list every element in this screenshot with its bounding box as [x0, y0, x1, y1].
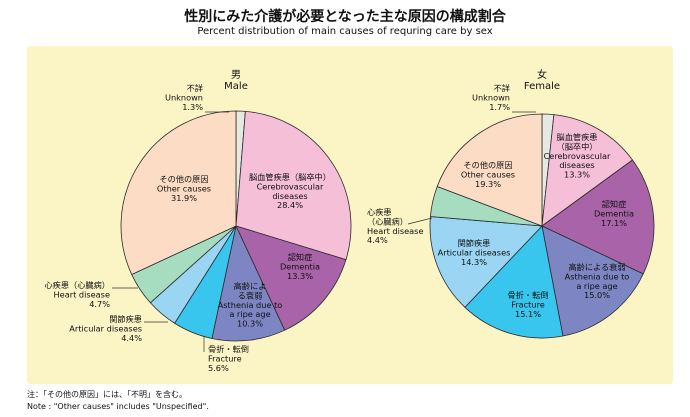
label-line-en: Heart disease	[54, 289, 111, 299]
label-line-jp: 関節疾患	[109, 314, 142, 324]
slice-female-dementia	[541, 159, 655, 275]
label-line-en2: a ripe age	[229, 309, 270, 319]
label-line-v: 4.7%	[89, 299, 110, 309]
label-line-en: Articular diseases	[69, 323, 142, 333]
label-line-jp: その他の原因	[463, 160, 512, 170]
label-line-jp2: る衰弱	[238, 290, 263, 300]
label-line-en: Other causes	[461, 169, 515, 179]
slice-female-articular	[429, 216, 543, 308]
label-line-jp: その他の原因	[159, 174, 208, 184]
label-line-jp1: 高齢によ	[234, 281, 267, 291]
label-line-jp2: （心臓病）	[367, 216, 408, 226]
label-line-en: Unknown	[165, 92, 203, 102]
label-line-jp: 不詳	[494, 83, 510, 93]
label-line-en: Dementia	[280, 261, 320, 271]
note-en: Note : "Other causes" includes "Unspecif…	[27, 402, 209, 411]
label-line-en: Articular diseases	[438, 247, 511, 257]
label-line-jp1: 心疾患	[367, 207, 392, 217]
label-line-en: Unknown	[472, 92, 510, 102]
label-line-v: 31.9%	[171, 193, 197, 203]
label-line-v: 15.1%	[515, 309, 541, 319]
label-line-en2: diseases	[559, 160, 594, 170]
slice-male-cerebrovascular	[235, 110, 352, 261]
label-line-jpb: （脳卒中）	[557, 141, 598, 151]
label-line-v: 5.6%	[208, 363, 229, 373]
chart-title-jp: 性別にみた介護が必要となった主な原因の構成割合	[184, 9, 506, 25]
slice-female-asthenia	[541, 225, 644, 337]
label-line-en1: Asthenia due to	[218, 300, 283, 310]
pie-title-jp-male: 男	[231, 69, 241, 81]
label-line-jp: 骨折・転倒	[208, 344, 249, 354]
label-line-v: 10.3%	[237, 319, 263, 329]
note-jp: 注：「その他の原因」には、「不明」を含む。	[27, 390, 187, 399]
label-line-v: 13.3%	[287, 271, 313, 281]
label-line-v: 28.4%	[277, 200, 303, 210]
label-line-jp: 認知症	[602, 199, 627, 209]
label-line-v: 1.3%	[182, 102, 203, 112]
leader-line-female-heart	[407, 217, 433, 225]
slice-female-fracture	[464, 225, 564, 339]
label-line-en1: Asthenia due to	[565, 271, 630, 281]
pie-male: 男Male不詳Unknown1.3%脳血管疾患（脳卒中）Cerebrovascu…	[44, 69, 352, 373]
label-line-en2: a ripe age	[576, 281, 617, 291]
label-line-en1: Cerebrovascular	[544, 151, 611, 161]
label-line-en: Other causes	[157, 183, 211, 193]
label-line-jp: 心疾患（心臓病）	[44, 280, 110, 290]
label-line-v: 14.3%	[461, 257, 487, 267]
label-line-en: Dementia	[594, 208, 634, 218]
slice-female-other	[436, 113, 543, 227]
label-line-v: 4.4%	[367, 235, 388, 245]
chart-title-en: Percent distribution of main causes of r…	[197, 26, 493, 37]
label-line-en: Fracture	[511, 299, 545, 309]
label-line-jp: 脳血管疾患	[557, 132, 598, 142]
label-line-v: 15.0%	[584, 290, 610, 300]
pie-title-jp-female: 女	[537, 68, 547, 81]
label-line-v: 13.3%	[564, 170, 590, 180]
pie-title-en-female: Female	[524, 81, 560, 92]
pie-female: 女Female不詳Unknown1.7%脳血管疾患（脳卒中）Cerebrovas…	[367, 68, 655, 339]
label-line-en: Heart disease	[367, 226, 424, 236]
label-line-jp: 関節疾患	[458, 238, 491, 248]
label-line-v: 1.7%	[489, 102, 510, 112]
label-line-en2: diseases	[272, 191, 307, 201]
slice-female-cerebrovascular	[541, 114, 634, 227]
label-line-jp: 認知症	[288, 252, 313, 262]
label-line-jp: 不詳	[187, 83, 203, 93]
slice-male-dementia	[235, 225, 347, 331]
label-line-v: 17.1%	[601, 218, 627, 228]
slice-male-other	[120, 110, 237, 276]
label-line-v: 19.3%	[475, 179, 501, 189]
label-line-jp: 脳血管疾患（脳卒中）	[249, 172, 331, 182]
label-line-en1: Cerebrovascular	[257, 181, 324, 191]
label-line-jp: 高齢による衰弱	[568, 262, 625, 272]
label-line-v: 4.4%	[121, 333, 142, 343]
label-line-jp: 骨折・転倒	[508, 290, 549, 300]
label-line-en: Fracture	[208, 353, 242, 363]
pie-title-en-male: Male	[224, 81, 248, 92]
